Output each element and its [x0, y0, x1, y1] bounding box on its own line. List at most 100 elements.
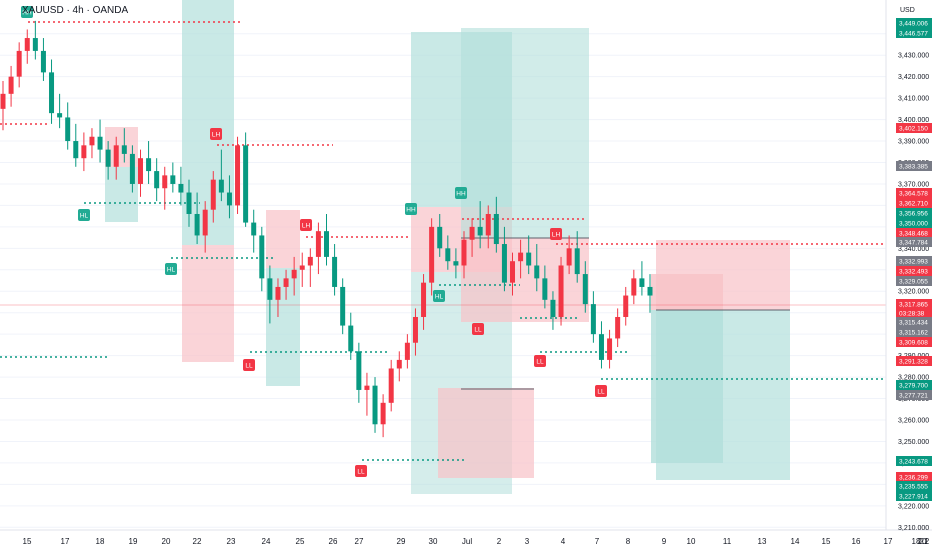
price-tag-text: 3,364.578 [899, 191, 928, 198]
candle-body [380, 402, 386, 425]
candle-body [590, 304, 596, 335]
candle-body [202, 209, 208, 236]
price-tag: 3,329.055 [896, 276, 932, 286]
candle-body [178, 183, 184, 193]
candle-body [57, 113, 63, 118]
candle-body [137, 158, 143, 184]
candle-body [566, 248, 572, 266]
y-tick-label: 3,420.000 [898, 74, 929, 81]
candle-body [445, 248, 451, 262]
x-tick-label: 21 [920, 537, 929, 546]
x-tick-label: 14 [791, 537, 800, 546]
red-zone [438, 388, 534, 478]
price-tag-text: 3,362.710 [899, 201, 928, 208]
x-tick-label: 11 [723, 537, 732, 546]
candle-body [364, 385, 370, 390]
x-tick-label: 30 [429, 537, 438, 546]
y-tick-label: 3,320.000 [898, 289, 929, 296]
candle-body [121, 145, 127, 154]
candle-body [388, 368, 394, 403]
price-tag: 3,291.328 [896, 356, 932, 366]
x-tick-label: 20 [918, 537, 927, 546]
swing-label-text: HH [456, 191, 466, 198]
x-tick-label: 23 [227, 537, 236, 546]
swing-label-text: LH [302, 223, 311, 230]
price-tag-text: 3,309.608 [899, 340, 928, 347]
price-tag: 3,449.006 [896, 18, 932, 28]
swing-label-text: LH [552, 232, 561, 239]
price-tag-text: 3,279.700 [899, 383, 928, 390]
swing-label-text: LL [536, 359, 544, 366]
x-tick-label: 25 [296, 537, 305, 546]
x-tick-label: 20 [162, 537, 171, 546]
price-tag-text: 3,236.299 [899, 475, 928, 482]
candle-body [8, 76, 14, 94]
price-tag-text: 3,277.721 [899, 393, 928, 400]
price-tag-text: 3,332.493 [899, 269, 928, 276]
candle-body [493, 213, 499, 245]
price-tag: 03:28:38 [896, 308, 932, 318]
x-tick-label: 4 [561, 537, 566, 546]
swing-label-text: LL [474, 327, 482, 334]
candle-body [162, 175, 168, 189]
y-tick-label: 3,210.000 [898, 525, 929, 532]
candle-body [259, 235, 265, 279]
candle-body [510, 261, 516, 283]
candle-body [461, 239, 467, 266]
swing-label-hl: HL [78, 209, 90, 221]
price-tag-text: 3,291.328 [899, 359, 928, 366]
x-tick-label: 22 [193, 537, 202, 546]
y-tick-label: 3,400.000 [898, 117, 929, 124]
price-tag-text: 3,315.162 [899, 330, 928, 337]
candle-body [542, 278, 548, 300]
candle-body [332, 256, 338, 287]
price-tag-text: 3,348.468 [899, 231, 928, 238]
price-tag-text: 3,383.385 [899, 164, 928, 171]
price-tag-text: 3,449.006 [899, 21, 928, 28]
candle-body [251, 222, 257, 236]
candle-body [574, 248, 580, 275]
red-zone [182, 245, 234, 362]
swing-label-text: HH [406, 207, 416, 214]
candle-body [24, 38, 30, 51]
price-tag: 3,446.577 [896, 28, 932, 38]
candle-body [477, 226, 483, 236]
candle-body [404, 342, 410, 360]
candle-body [598, 334, 604, 360]
swing-label-hh: HH [455, 187, 467, 199]
price-tag: 3,356.956 [896, 208, 932, 218]
candle-body [501, 244, 507, 283]
swing-label-ll: LL [472, 323, 484, 335]
candle-body [146, 158, 152, 172]
x-tick-label: 24 [262, 537, 271, 546]
candle-body [32, 38, 38, 51]
swing-label-ll: LL [243, 359, 255, 371]
price-tag-text: 3,227.914 [899, 494, 928, 501]
swing-label-text: HL [167, 267, 176, 274]
swing-label-text: HL [435, 294, 444, 301]
swing-label-text: LL [245, 363, 253, 370]
candle-body [235, 145, 241, 206]
candle-body [534, 265, 540, 279]
candle-body [89, 136, 95, 146]
candle-body [340, 286, 346, 326]
candles [0, 20, 653, 438]
candle-body [356, 351, 362, 390]
swing-label-text: LL [597, 389, 605, 396]
candle-body [275, 286, 281, 300]
price-tag: 3,315.434 [896, 317, 932, 327]
price-tag-text: 3,446.577 [899, 31, 928, 38]
candle-body [518, 252, 524, 262]
price-tag-text: 3,329.055 [899, 279, 928, 286]
candle-body [485, 213, 491, 236]
y-tick-label: 3,390.000 [898, 139, 929, 146]
time-axis[interactable]: 15 17 18 19 20 22 23 24 25 26 27 29 30 Jul 2 3 4 7 8 9 10 11 1… [23, 537, 930, 546]
candle-body [615, 316, 621, 339]
x-tick-label: 18 [96, 537, 105, 546]
candle-body [16, 50, 22, 77]
candle-body [307, 256, 313, 266]
x-tick-label: 9 [662, 537, 667, 546]
candle-body [73, 141, 79, 159]
price-tag: 3,279.700 [896, 380, 932, 390]
